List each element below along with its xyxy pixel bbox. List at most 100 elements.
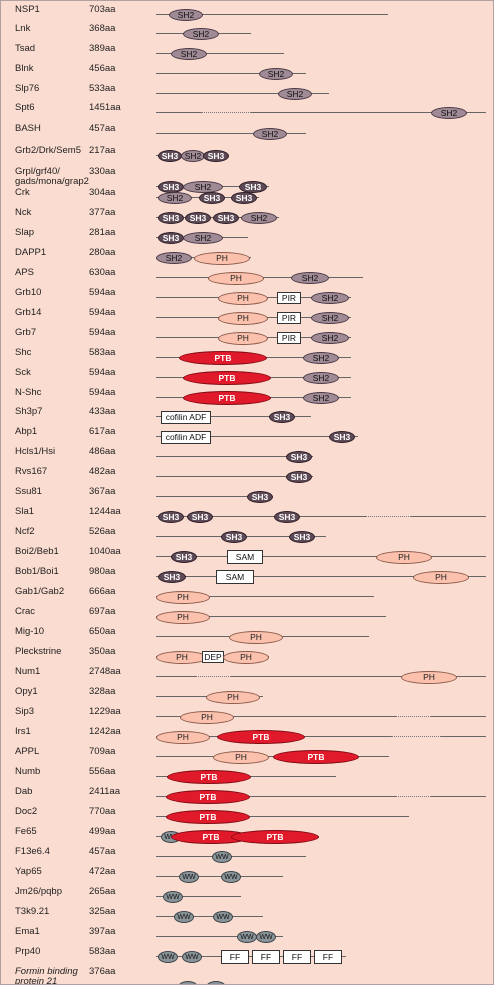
backbone-line — [156, 616, 386, 617]
domain-track: WW — [1, 847, 493, 867]
protein-length: 617aa — [89, 426, 116, 437]
protein-row: Pleckstrine 350aa PH DEP PH — [1, 647, 493, 667]
protein-length: 499aa — [89, 826, 116, 837]
protein-length: 304aa — [89, 187, 116, 198]
domain-track: SH2 — [1, 24, 493, 44]
domain-track: PH SH2 — [1, 268, 493, 288]
protein-length: 709aa — [89, 746, 116, 757]
backbone-line — [156, 716, 396, 717]
protein-row: Doc2 770aa PTB — [1, 807, 493, 827]
ww-domain: WW — [163, 891, 183, 903]
sh3-domain: SH3 — [289, 531, 315, 543]
protein-name: Mig-10 — [15, 626, 45, 637]
protein-name: BASH — [15, 123, 41, 134]
domain-track: SH2 SH3 SH3 — [1, 188, 493, 208]
box-domain: PIR — [277, 312, 301, 324]
ph-domain: PH — [208, 271, 264, 285]
ph-domain: PH — [401, 670, 457, 684]
protein-name: Sh3p7 — [15, 406, 43, 417]
domain-track: PH — [1, 607, 493, 627]
ptb-domain: PTB — [166, 810, 250, 824]
sh2-domain: SH2 — [278, 88, 312, 100]
backbone-line — [156, 14, 388, 15]
unknown-region — [391, 736, 441, 737]
domain-track: PTB SH2 — [1, 388, 493, 408]
protein-row: DAPP1 280aa SH2 PH — [1, 248, 493, 268]
protein-name: Yap65 — [15, 866, 42, 877]
backbone-line — [156, 576, 486, 577]
sh2-domain: SH2 — [169, 9, 203, 21]
box-domain: cofilin ADF — [161, 430, 211, 444]
sh3-domain: SH3 — [247, 491, 273, 503]
ph-domain: PH — [156, 730, 210, 744]
domain-track: SH2 PH — [1, 248, 493, 268]
domain-track: PH PIR SH2 — [1, 288, 493, 308]
protein-row: BASH 457aa SH2 — [1, 123, 493, 144]
protein-name: Ssu81 — [15, 486, 42, 497]
protein-name: Spt6 — [15, 102, 35, 113]
ph-domain: PH — [156, 650, 208, 664]
sh3-domain: SH3 — [199, 192, 225, 204]
protein-name: Gab1/Gab2 — [15, 586, 65, 597]
sh3-domain: SH3 — [269, 411, 295, 423]
protein-row: Shc 583aa PTB SH2 — [1, 348, 493, 368]
backbone-line — [156, 53, 284, 54]
domain-track: PTB SH2 — [1, 368, 493, 388]
protein-length: 486aa — [89, 446, 116, 457]
sh3-domain: SH3 — [158, 212, 184, 224]
protein-length: 583aa — [89, 946, 116, 957]
backbone-line — [156, 93, 329, 94]
protein-name: Crac — [15, 606, 36, 617]
protein-row: Fe65 499aaWWPTBPTB — [1, 826, 493, 847]
sh2-domain: SH2 — [183, 28, 219, 40]
backbone-line — [231, 676, 486, 677]
protein-length: 368aa — [89, 23, 116, 34]
protein-length: 594aa — [89, 367, 116, 378]
protein-name: Sip3 — [15, 706, 35, 717]
protein-name: Irs1 — [15, 726, 31, 737]
unknown-region — [396, 796, 431, 797]
protein-length: 980aa — [89, 566, 116, 577]
ph-domain: PH — [218, 331, 268, 345]
protein-length: 330aa — [89, 166, 116, 177]
ww-domain: WW — [237, 931, 257, 943]
protein-length: 397aa — [89, 926, 116, 937]
ph-domain: PH — [229, 630, 283, 644]
protein-length: 697aa — [89, 606, 116, 617]
sh3-domain: SH3 — [185, 212, 211, 224]
ph-domain: PH — [218, 291, 268, 305]
backbone-line — [156, 456, 313, 457]
domain-track: PH PTB — [1, 727, 493, 747]
ptb-domain: PTB — [183, 391, 271, 405]
protein-length: 594aa — [89, 287, 116, 298]
protein-length: 457aa — [89, 846, 116, 857]
ptb-domain: PTB — [217, 730, 305, 744]
protein-row: Grb2/Drk/Sem5 217aa SH3 SH2 SH3 — [1, 146, 493, 166]
domain-track: SH3 SH3 SH3 — [1, 507, 493, 527]
protein-length: 281aa — [89, 227, 116, 238]
sh3-domain: SH3 — [158, 150, 182, 162]
protein-length: 325aa — [89, 906, 116, 917]
protein-row: Grb7 594aa PH PIR SH2 — [1, 328, 493, 348]
domain-track: SH3 — [1, 487, 493, 507]
protein-name: APS — [15, 267, 35, 278]
protein-length: 328aa — [89, 686, 116, 697]
sh2-domain: SH2 — [259, 68, 293, 80]
protein-row: Sla1 1244aa SH3 SH3 SH3 — [1, 506, 493, 527]
box-domain: cofilin ADF — [161, 410, 211, 424]
protein-name: Tsad — [15, 43, 36, 54]
protein-name: Fe65 — [15, 826, 37, 837]
unknown-region — [366, 516, 411, 517]
backbone-line — [156, 133, 306, 134]
protein-name: Sck — [15, 367, 31, 378]
protein-name: Prp40 — [15, 946, 41, 957]
protein-row: Dab 2411aa PTB — [1, 787, 493, 807]
backbone-line — [156, 516, 366, 517]
ph-domain: PH — [376, 550, 432, 564]
protein-length: 1244aa — [89, 506, 121, 517]
protein-name: N-Shc — [15, 387, 42, 398]
domain-track: SH3 SH2 SH3 — [1, 177, 493, 197]
protein-length: 526aa — [89, 526, 116, 537]
ph-domain: PH — [413, 570, 469, 584]
